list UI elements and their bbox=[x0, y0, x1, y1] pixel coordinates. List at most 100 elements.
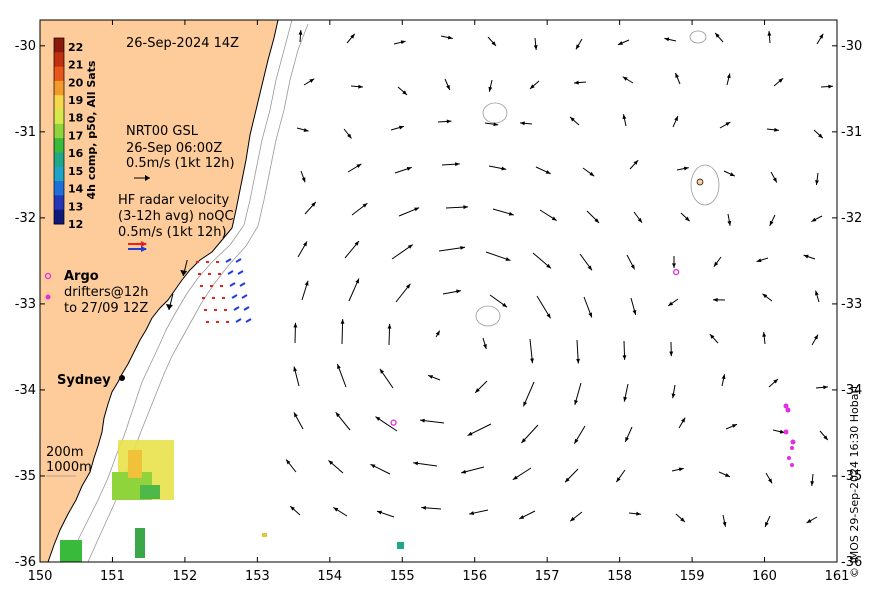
land-mass bbox=[39, 19, 279, 563]
colorbar-segment bbox=[54, 95, 64, 111]
current-arrow bbox=[350, 84, 363, 89]
drifter-point bbox=[783, 429, 789, 435]
x-tick-label: 158 bbox=[607, 569, 632, 584]
current-arrow bbox=[811, 334, 819, 346]
current-arrow bbox=[672, 115, 679, 128]
colorbar-tick-label: 22 bbox=[68, 41, 83, 54]
current-arrow bbox=[285, 459, 297, 473]
y-tick-label-right: -35 bbox=[841, 469, 862, 484]
x-tick-label: 156 bbox=[462, 569, 487, 584]
current-vector-field bbox=[165, 29, 834, 528]
current-arrow bbox=[629, 159, 639, 170]
current-arrow bbox=[445, 205, 469, 210]
colorbar-frame bbox=[53, 37, 65, 225]
current-arrow bbox=[522, 381, 535, 407]
current-arrow bbox=[772, 429, 785, 434]
current-arrow bbox=[813, 129, 824, 139]
y-tick-label-right: -31 bbox=[841, 125, 862, 140]
y-axis: -30 -30 -31 -31 -32 -32 -33 -33 -34 -34 -35 -35 -36 -… bbox=[15, 39, 862, 570]
drifter-tracks bbox=[783, 403, 796, 467]
current-arrow bbox=[575, 38, 583, 50]
current-arrow bbox=[293, 322, 298, 344]
current-arrow bbox=[370, 463, 391, 475]
current-arrow bbox=[469, 509, 489, 515]
lord-howe-contour bbox=[690, 164, 720, 206]
hf-radar-vector bbox=[235, 318, 242, 323]
current-arrow bbox=[766, 127, 779, 132]
current-arrow bbox=[300, 170, 306, 183]
sst-patch bbox=[262, 533, 267, 537]
current-arrow bbox=[765, 472, 773, 484]
current-arrow bbox=[569, 511, 583, 522]
current-arrow bbox=[301, 280, 309, 301]
current-arrow bbox=[803, 254, 816, 260]
current-arrow bbox=[768, 378, 779, 388]
current-arrow bbox=[398, 207, 420, 217]
y-tick-label: -32 bbox=[15, 211, 36, 226]
current-arrow bbox=[815, 385, 828, 390]
argo-float-marker bbox=[673, 268, 680, 276]
current-arrow bbox=[438, 245, 466, 252]
plot-frame bbox=[39, 19, 838, 563]
current-arrow bbox=[672, 255, 676, 269]
argo-float-marker bbox=[390, 419, 397, 426]
x-tick-label: 160 bbox=[752, 569, 777, 584]
current-arrow bbox=[351, 202, 368, 216]
current-arrow bbox=[626, 254, 636, 270]
current-arrow bbox=[180, 259, 188, 277]
current-arrow bbox=[675, 513, 686, 523]
hf-scale-arrows bbox=[128, 241, 147, 252]
current-arrow bbox=[303, 78, 315, 86]
hf-radar-vector bbox=[245, 318, 252, 323]
current-arrow bbox=[806, 516, 818, 524]
hf-title: HF radar velocity bbox=[118, 193, 230, 208]
current-arrow bbox=[474, 380, 488, 394]
current-arrow bbox=[376, 510, 395, 518]
colorbar-tick-label: 16 bbox=[68, 147, 84, 160]
hf-radar-vector bbox=[237, 270, 244, 275]
current-arrow bbox=[622, 76, 634, 84]
current-arrow bbox=[535, 166, 551, 175]
colorbar-segment bbox=[54, 181, 64, 196]
current-arrow bbox=[718, 471, 731, 478]
colorbar-segment bbox=[54, 166, 64, 182]
current-arrow bbox=[576, 339, 581, 364]
current-arrow bbox=[397, 86, 408, 96]
x-tick-label: 154 bbox=[317, 569, 342, 584]
current-arrow bbox=[375, 416, 398, 432]
current-arrow bbox=[390, 125, 405, 131]
sst-patches bbox=[60, 440, 404, 562]
current-arrow bbox=[622, 114, 627, 127]
drifter-point bbox=[790, 446, 794, 450]
current-arrow bbox=[574, 80, 587, 85]
current-arrow bbox=[539, 209, 557, 222]
current-arrow bbox=[811, 215, 823, 223]
current-arrow bbox=[671, 384, 676, 399]
sst-patch bbox=[135, 528, 145, 558]
current-arrow bbox=[820, 84, 834, 89]
hf-radar-vector bbox=[227, 270, 234, 275]
current-arrow bbox=[756, 257, 769, 263]
drifter-point bbox=[790, 463, 794, 467]
colorbar-label: 4h comp, p50, All Sats bbox=[85, 60, 98, 199]
current-arrow bbox=[492, 208, 514, 216]
current-arrow bbox=[304, 201, 317, 215]
hf-radar-vector bbox=[241, 294, 248, 299]
current-arrow bbox=[536, 295, 551, 319]
argo-legend-marker bbox=[44, 272, 52, 280]
colorbar-tick-label: 12 bbox=[68, 218, 83, 231]
sst-patch bbox=[397, 542, 404, 549]
current-arrow bbox=[488, 79, 493, 92]
current-arrow bbox=[298, 29, 303, 43]
current-arrow bbox=[333, 507, 348, 517]
hf-radar-vector bbox=[233, 306, 240, 311]
city-marker bbox=[119, 375, 125, 381]
hf-scale: 0.5m/s (1kt 12h) bbox=[118, 225, 227, 240]
current-arrow bbox=[529, 338, 534, 364]
current-arrow bbox=[529, 80, 540, 90]
current-arrow bbox=[379, 368, 394, 389]
drifter-point bbox=[790, 439, 796, 445]
colorbar-tick-label: 20 bbox=[68, 76, 84, 89]
colorbar-segment bbox=[54, 38, 64, 53]
sst-colorbar: 22 21 20 19 18 17 16 15 14 13 12 bbox=[53, 37, 84, 231]
